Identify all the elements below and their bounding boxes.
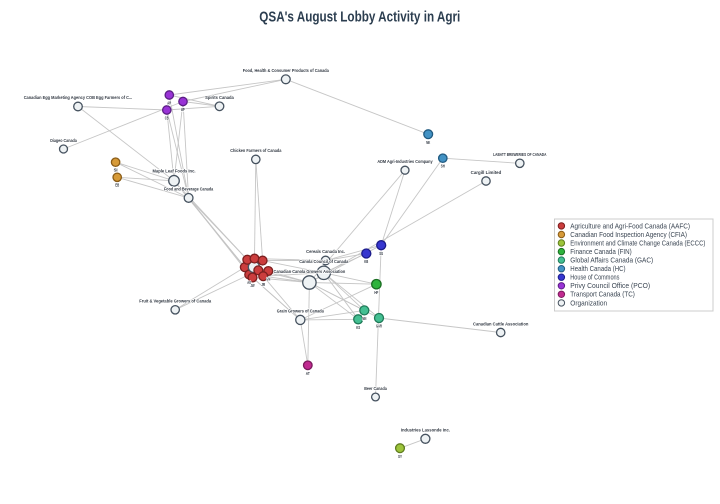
- svg-text:Chicken Farmers of Canada: Chicken Farmers of Canada: [230, 148, 281, 154]
- svg-text:Food, Health & Consumer Produc: Food, Health & Consumer Products of Cana…: [243, 68, 329, 74]
- svg-text:Organization: Organization: [570, 298, 607, 307]
- svg-text:Spirits Canada: Spirits Canada: [205, 95, 234, 101]
- svg-text:MK: MK: [426, 140, 430, 145]
- svg-text:AG: AG: [247, 280, 251, 285]
- svg-text:KS: KS: [356, 325, 360, 330]
- svg-text:WF: WF: [181, 107, 185, 112]
- svg-text:Canola Council of Canada: Canola Council of Canada: [299, 259, 348, 265]
- svg-text:Fruit & Vegetable Growers of C: Fruit & Vegetable Growers of Canada: [139, 299, 211, 305]
- svg-text:HF: HF: [374, 290, 378, 295]
- svg-text:Canadian Cattle Association: Canadian Cattle Association: [473, 321, 528, 327]
- svg-text:JR: JR: [261, 282, 265, 287]
- svg-text:SY: SY: [398, 454, 402, 459]
- svg-text:Canadian Egg Marketing Agency: Canadian Egg Marketing Agency COB Egg Fa…: [24, 95, 133, 101]
- svg-text:SG: SG: [379, 251, 383, 256]
- svg-text:AR: AR: [167, 100, 171, 105]
- svg-text:Cereals Canada Inc.: Cereals Canada Inc.: [306, 249, 345, 255]
- svg-text:LABATT BREWERIES OF CANADA: LABATT BREWERIES OF CANADA: [493, 152, 547, 158]
- svg-text:KB: KB: [364, 259, 368, 264]
- svg-text:Agriculture and Agri-Food Cana: Agriculture and Agri-Food Canada (AAFC): [570, 221, 690, 230]
- svg-text:Transport Canada (TC): Transport Canada (TC): [570, 290, 635, 299]
- svg-text:SI: SI: [114, 168, 118, 173]
- svg-text:Finance Canada (FIN): Finance Canada (FIN): [570, 247, 631, 256]
- svg-text:Grain Growers of Canada: Grain Growers of Canada: [277, 308, 324, 314]
- svg-text:Diageo Canada: Diageo Canada: [50, 138, 77, 144]
- svg-text:MN: MN: [362, 316, 366, 321]
- svg-text:Industries Lassonde Inc.: Industries Lassonde Inc.: [401, 427, 450, 433]
- svg-text:Food and Beverage Canada: Food and Beverage Canada: [164, 187, 213, 193]
- svg-text:Cargill Limited: Cargill Limited: [471, 170, 502, 176]
- svg-text:SH: SH: [441, 164, 445, 169]
- svg-text:Maple Leaf Foods Inc.: Maple Leaf Foods Inc.: [153, 169, 196, 175]
- svg-text:AT: AT: [306, 371, 310, 376]
- svg-text:GAR: GAR: [376, 324, 382, 329]
- svg-text:EB: EB: [115, 183, 119, 188]
- svg-text:ADM Agri-Industries Company: ADM Agri-Industries Company: [377, 159, 433, 165]
- svg-text:Health Canada (HC): Health Canada (HC): [570, 264, 625, 273]
- svg-text:GM: GM: [266, 277, 270, 282]
- svg-text:QSA's August Lobby Activity in: QSA's August Lobby Activity in Agri: [259, 9, 460, 26]
- svg-text:Global Affairs Canada (GAC): Global Affairs Canada (GAC): [570, 256, 653, 265]
- svg-text:CB: CB: [165, 115, 169, 120]
- svg-text:Canadian Canola Growers Associ: Canadian Canola Growers Association: [274, 269, 346, 275]
- svg-text:Privy Council Office (PCO): Privy Council Office (PCO): [570, 281, 650, 290]
- svg-text:Beer Canada: Beer Canada: [364, 386, 387, 392]
- svg-text:Environment and Climate Change: Environment and Climate Change Canada (E…: [570, 238, 705, 247]
- svg-text:House of Commons: House of Commons: [570, 273, 619, 282]
- svg-text:Canadian Food Inspection Agenc: Canadian Food Inspection Agency (CFIA): [570, 230, 687, 239]
- svg-text:JW: JW: [251, 283, 255, 288]
